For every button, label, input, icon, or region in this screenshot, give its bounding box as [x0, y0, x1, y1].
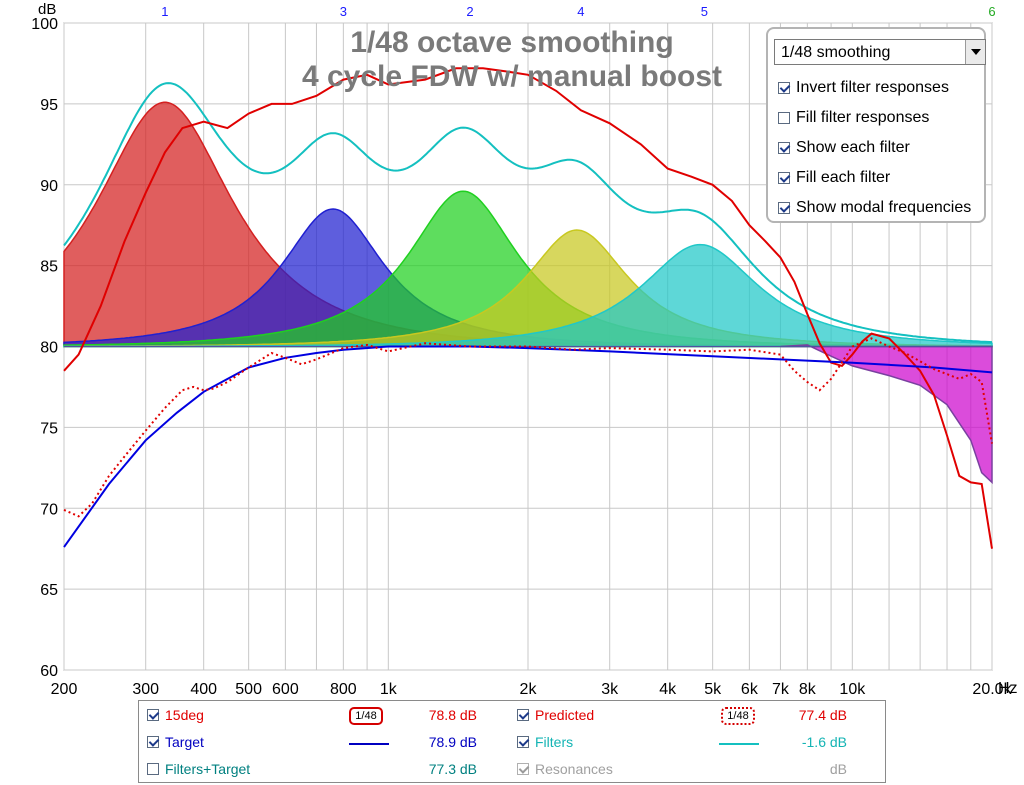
legend-item-predicted[interactable]: Predicted: [517, 707, 594, 723]
x-tick-label: 2k: [520, 681, 538, 698]
series-target-line: [63, 345, 993, 548]
option-label: Show each filter: [796, 139, 910, 156]
x-tick-label: 3k: [601, 681, 619, 698]
x-tick-label: 4k: [659, 681, 677, 698]
x-tick-label: 400: [190, 681, 217, 698]
legend-label: Resonances: [535, 761, 613, 777]
smoothing-badge-label: 1/48: [355, 710, 377, 722]
legend-label: Filters+Target: [165, 761, 251, 777]
legend-label: Target: [165, 734, 204, 750]
option-label: Invert filter responses: [796, 79, 949, 96]
response-curves: [63, 67, 993, 549]
legend-value-filters-target: 77.3 dB: [428, 761, 477, 777]
option-label: Show modal frequencies: [796, 199, 972, 216]
y-tick-label: 90: [40, 178, 58, 195]
y-tick-label: 85: [40, 259, 58, 276]
x-tick-label: 500: [235, 681, 262, 698]
modal-marker-label: 1: [161, 4, 168, 19]
legend-item-resonances: Resonances: [517, 761, 613, 777]
x-tick-label: 300: [132, 681, 159, 698]
y-tick-label: 70: [40, 501, 58, 518]
legend-value-resonances: dB: [829, 761, 847, 777]
x-tick-label: 1k: [380, 681, 398, 698]
legend-item-15deg[interactable]: 15deg: [147, 707, 204, 723]
modal-frequency-markers: 1 3 2 4 5 6: [161, 4, 995, 19]
filters-sum-line: [63, 82, 993, 344]
checkbox-icon[interactable]: [147, 736, 159, 748]
fill-each-filter-option[interactable]: Fill each filter: [778, 167, 890, 189]
invert-filter-responses-option[interactable]: Invert filter responses: [778, 77, 949, 99]
x-tick-label: 10k: [839, 681, 866, 698]
x-tick-label: 20.0k: [972, 681, 1012, 698]
chart-title: 1/48 octave smoothing: [350, 26, 673, 59]
axis-ticks: 60 65 70 75 80 85 90 95 100 200 300 400 500 600 800 1k 2…: [31, 16, 1012, 698]
series-15deg-line: [63, 67, 993, 549]
modal-marker-label: 5: [701, 4, 708, 19]
trace-legend: 15deg 1/48 78.8 dB Target 78.9 dB Filter…: [138, 700, 886, 783]
smoothing-badge-label: 1/48: [727, 710, 749, 722]
graph-options-panel: 1/48 smoothing Invert filter responses F…: [766, 27, 986, 223]
x-tick-label: 8k: [799, 681, 817, 698]
legend-value-predicted: 77.4 dB: [798, 707, 847, 723]
series-predicted-line: [63, 337, 993, 518]
legend-label: 15deg: [165, 707, 204, 723]
checkbox-icon[interactable]: [778, 172, 790, 184]
fill-filter-responses-option[interactable]: Fill filter responses: [778, 107, 929, 129]
legend-item-filters-target[interactable]: Filters+Target: [147, 761, 250, 777]
filter-fills: [63, 101, 993, 485]
legend-value-filters: -1.6 dB: [801, 734, 847, 750]
checkbox-icon[interactable]: [778, 112, 790, 124]
legend-item-filters[interactable]: Filters: [517, 734, 573, 750]
checkbox-icon[interactable]: [517, 709, 529, 721]
chevron-down-icon[interactable]: [965, 40, 985, 64]
target-line-swatch: [349, 743, 389, 745]
smoothing-badge-15deg[interactable]: 1/48: [349, 707, 383, 725]
y-tick-label: 60: [40, 663, 58, 680]
legend-label: Filters: [535, 734, 574, 750]
modal-marker-label: 3: [340, 4, 347, 19]
x-tick-label: 7k: [772, 681, 790, 698]
option-label: Fill filter responses: [796, 109, 930, 126]
checkbox-icon: [517, 763, 529, 775]
modal-marker-label: 6: [988, 4, 995, 19]
checkbox-icon[interactable]: [517, 736, 529, 748]
y-tick-label: 65: [40, 582, 58, 599]
legend-value-target: 78.9 dB: [428, 734, 477, 750]
checkbox-icon[interactable]: [778, 202, 790, 214]
x-tick-label: 200: [51, 681, 78, 698]
checkbox-icon[interactable]: [147, 763, 159, 775]
checkbox-icon[interactable]: [147, 709, 159, 721]
smoothing-dropdown-value: 1/48 smoothing: [781, 44, 891, 61]
checkbox-icon[interactable]: [778, 142, 790, 154]
show-each-filter-option[interactable]: Show each filter: [778, 137, 910, 159]
modal-marker-label: 4: [577, 4, 584, 19]
x-tick-label: 5k: [704, 681, 722, 698]
smoothing-dropdown[interactable]: 1/48 smoothing: [774, 39, 986, 65]
filters-line-swatch: [719, 743, 759, 745]
y-tick-label: 80: [40, 340, 58, 357]
legend-label: Predicted: [535, 707, 595, 723]
x-tick-label: 600: [272, 681, 299, 698]
legend-value-15deg: 78.8 dB: [428, 707, 477, 723]
y-tick-label: 100: [31, 16, 58, 33]
x-axis-unit-label: Hz: [998, 680, 1018, 697]
chart-subtitle: 4 cycle FDW w/ manual boost: [302, 60, 722, 93]
checkbox-icon[interactable]: [778, 82, 790, 94]
y-axis-unit-label: dB: [38, 1, 56, 18]
x-tick-label: 6k: [741, 681, 759, 698]
option-label: Fill each filter: [796, 169, 891, 186]
y-tick-label: 95: [40, 97, 58, 114]
smoothing-badge-predicted[interactable]: 1/48: [721, 707, 755, 725]
x-tick-label: 800: [330, 681, 357, 698]
show-modal-frequencies-option[interactable]: Show modal frequencies: [778, 197, 971, 219]
modal-marker-label: 2: [466, 4, 473, 19]
legend-item-target[interactable]: Target: [147, 734, 204, 750]
y-tick-label: 75: [40, 420, 58, 437]
